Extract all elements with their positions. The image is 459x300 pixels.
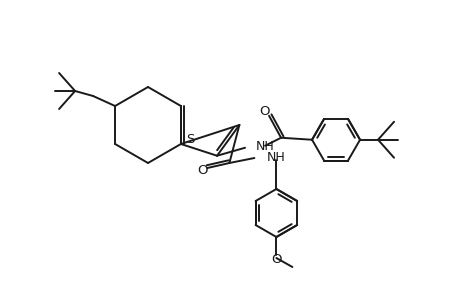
Text: NH: NH bbox=[266, 151, 285, 164]
Text: O: O bbox=[258, 105, 269, 118]
Text: O: O bbox=[270, 254, 281, 266]
Text: NH: NH bbox=[256, 140, 274, 153]
Text: O: O bbox=[197, 164, 207, 176]
Text: S: S bbox=[185, 133, 194, 146]
